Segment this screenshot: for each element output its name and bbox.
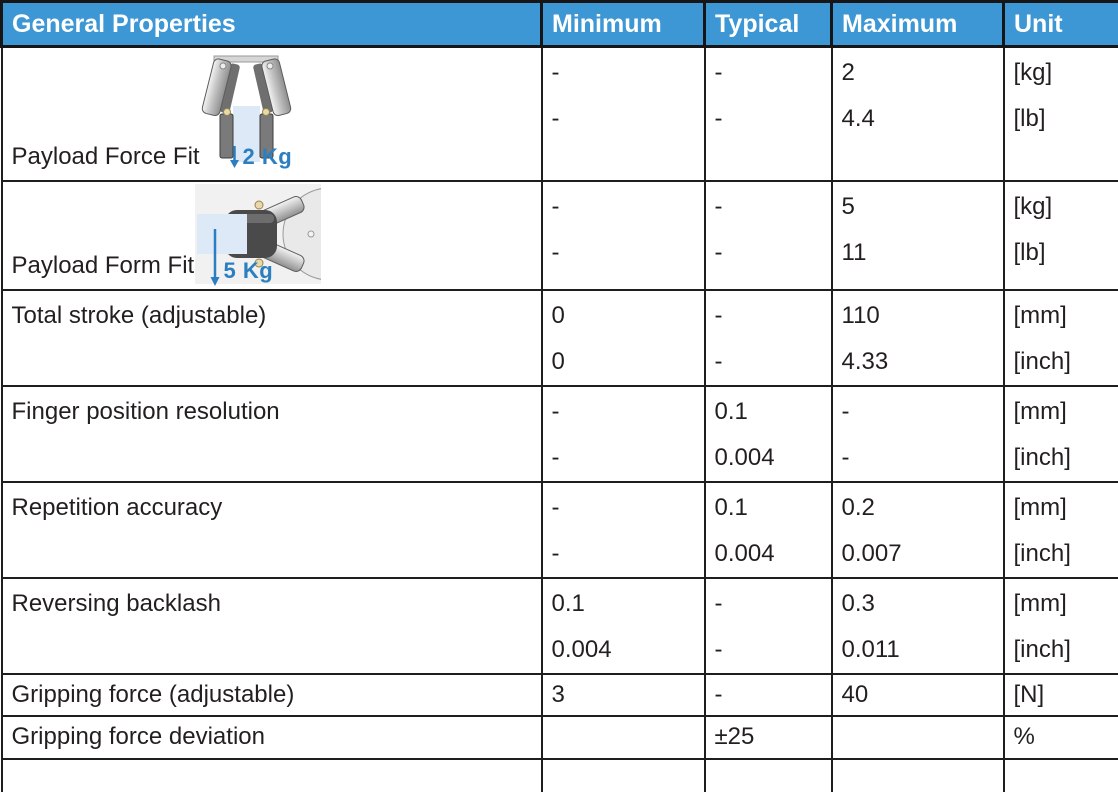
row-label: Finger position resolution [12,389,541,435]
row-label: Reversing backlash [12,581,541,627]
table-row: Payload Form Fit [2,181,1118,290]
row-label-cell: Gripping force (adjustable) [2,674,542,716]
row-label-cell: Payload Form Fit [2,181,542,290]
down-arrow-icon [229,145,240,169]
min-cell: 3 [542,674,705,716]
min-cell: -- [542,482,705,578]
header-typical-cell: Typical [705,2,832,47]
typical-cell: -- [705,578,832,674]
min-cell [542,759,705,792]
max-cell [832,759,1004,792]
row-label: Gripping force deviation [12,718,541,756]
unit-cell: [mm][inch] [1004,482,1118,578]
header-unit-cell: Unit [1004,2,1118,47]
row-label-cell: Payload Force Fit [2,47,542,181]
max-cell: 40 [832,674,1004,716]
table-row: Gripping force deviation ±25 % [2,716,1118,759]
row-label-cell: Reversing backlash [2,578,542,674]
unit-cell: [mm][inch] [1004,290,1118,386]
table-row: Gripping force (adjustable) 3 - 40 [N] [2,674,1118,716]
unit-cell: [kg][lb] [1004,181,1118,290]
unit-cell: [mm][inch] [1004,386,1118,482]
unit-cell: [mm][inch] [1004,578,1118,674]
min-cell: -- [542,181,705,290]
typical-cell: ±25 [705,716,832,759]
typical-cell: - [705,674,832,716]
row-label-cell: Total stroke (adjustable) [2,290,542,386]
table-row-partial [2,759,1118,792]
min-cell: -- [542,47,705,181]
header-title-cell: General Properties [2,2,542,47]
table-header-row: General Properties Minimum Typical Maxim… [2,2,1118,47]
unit-cell: [kg][lb] [1004,47,1118,181]
typical-cell: -- [705,290,832,386]
max-cell [832,716,1004,759]
typical-cell: -- [705,181,832,290]
row-label-cell [2,759,542,792]
header-maximum-cell: Maximum [832,2,1004,47]
row-label: Total stroke (adjustable) [12,293,541,339]
typical-cell: -- [705,47,832,181]
row-label: Repetition accuracy [12,485,541,531]
row-label-cell: Gripping force deviation [2,716,542,759]
row-label: Payload Form Fit [12,252,195,280]
payload-weight-label: 5 Kg [224,258,274,284]
down-arrow-icon [209,229,221,287]
payload-weight-label: 2 Kg [243,144,293,170]
max-cell: -- [832,386,1004,482]
typical-cell [705,759,832,792]
header-minimum-cell: Minimum [542,2,705,47]
row-label-cell: Repetition accuracy [2,482,542,578]
payload-form-fit-annotation: 5 Kg [209,229,274,287]
row-label: Payload Force Fit [12,143,200,171]
table-row: Payload Force Fit [2,47,1118,181]
unit-cell: % [1004,716,1118,759]
min-cell: -- [542,386,705,482]
unit-cell [1004,759,1118,792]
unit-cell: [N] [1004,674,1118,716]
min-cell [542,716,705,759]
row-label-cell: Finger position resolution [2,386,542,482]
row-label: Gripping force (adjustable) [12,676,541,714]
payload-force-fit-annotation: 2 Kg [229,144,293,170]
